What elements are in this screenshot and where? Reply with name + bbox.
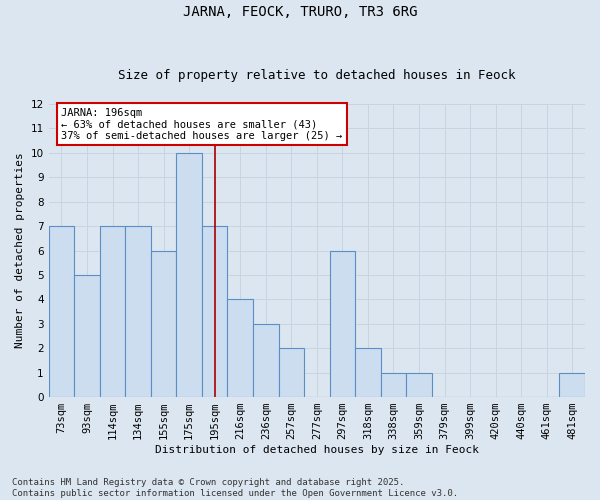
Bar: [278, 348, 304, 397]
Bar: [100, 226, 125, 397]
X-axis label: Distribution of detached houses by size in Feock: Distribution of detached houses by size …: [155, 445, 479, 455]
Bar: [406, 372, 432, 397]
Title: Size of property relative to detached houses in Feock: Size of property relative to detached ho…: [118, 69, 515, 82]
Bar: [176, 153, 202, 397]
Bar: [355, 348, 380, 397]
Bar: [253, 324, 278, 397]
Bar: [151, 250, 176, 397]
Text: Contains HM Land Registry data © Crown copyright and database right 2025.
Contai: Contains HM Land Registry data © Crown c…: [12, 478, 458, 498]
Bar: [227, 300, 253, 397]
Bar: [559, 372, 585, 397]
Bar: [125, 226, 151, 397]
Bar: [329, 250, 355, 397]
Y-axis label: Number of detached properties: Number of detached properties: [15, 152, 25, 348]
Bar: [202, 226, 227, 397]
Text: JARNA, FEOCK, TRURO, TR3 6RG: JARNA, FEOCK, TRURO, TR3 6RG: [183, 5, 417, 19]
Bar: [74, 275, 100, 397]
Bar: [380, 372, 406, 397]
Text: JARNA: 196sqm
← 63% of detached houses are smaller (43)
37% of semi-detached hou: JARNA: 196sqm ← 63% of detached houses a…: [61, 108, 343, 141]
Bar: [49, 226, 74, 397]
